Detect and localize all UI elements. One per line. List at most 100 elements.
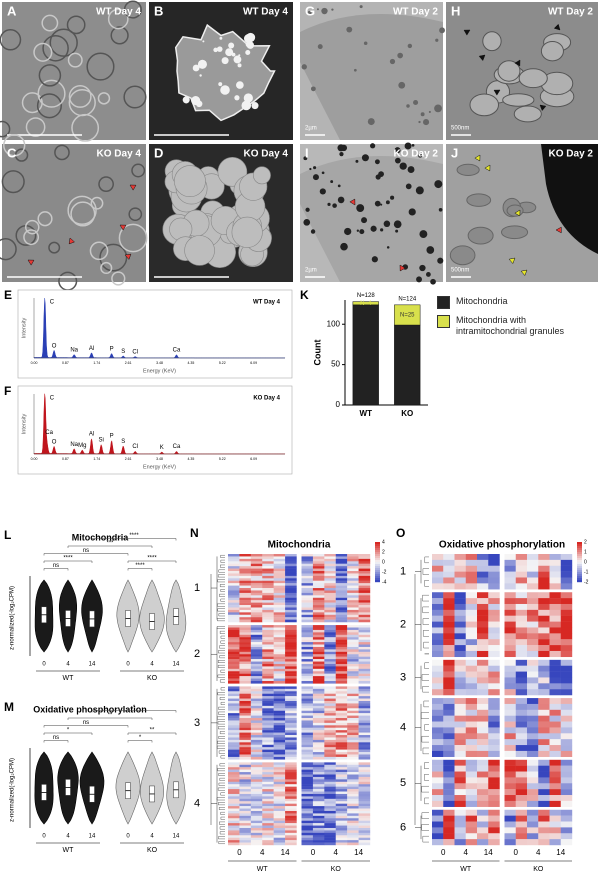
- heatmap-cell: [347, 808, 359, 812]
- heatmap-cell: [488, 571, 500, 578]
- heatmap-cell: [335, 786, 348, 790]
- granule: [407, 43, 413, 49]
- cell-region: [300, 14, 443, 140]
- heatmap-cell: [443, 783, 455, 790]
- heatmap-cell: [335, 642, 348, 645]
- heatmap-cell: [228, 590, 240, 594]
- granule: [420, 112, 425, 117]
- heatmap-cell: [358, 769, 371, 773]
- heatmap-cell: [273, 756, 286, 760]
- heatmap-cell: [301, 764, 314, 768]
- heatmap-cell: [538, 565, 550, 572]
- colorbar-label: 1: [584, 549, 587, 555]
- heatmap-cell: [432, 750, 444, 757]
- heatmap-cell: [488, 598, 500, 605]
- heatmap-cell: [443, 733, 455, 740]
- heatmap-cell: [239, 720, 252, 724]
- heatmap-cell: [312, 789, 325, 792]
- heatmap-cell: [527, 739, 539, 746]
- heatmap-cell: [262, 676, 274, 679]
- colorbar-step: [375, 576, 380, 579]
- heatmap-cell: [358, 627, 371, 631]
- heatmap-cell: [454, 745, 466, 752]
- heatmap-cell: [358, 556, 371, 560]
- heatmap-cell: [301, 813, 314, 817]
- heatmap-cell: [239, 644, 252, 648]
- heatmap-cell: [285, 764, 297, 768]
- heatmap-cell: [477, 821, 489, 828]
- arrow-black: [463, 29, 471, 36]
- granule: [316, 8, 319, 11]
- dendrogram: [219, 821, 225, 825]
- dendrogram: [218, 660, 225, 663]
- heatmap-cell: [228, 568, 240, 572]
- heatmap-cell: [273, 798, 286, 802]
- heatmap-cell: [347, 595, 359, 598]
- heatmap-cell: [347, 749, 359, 753]
- heatmap-cell: [538, 765, 550, 772]
- heatmap-cell: [560, 659, 573, 666]
- heatmap-cell: [560, 665, 573, 672]
- heatmap-cell: [301, 563, 314, 567]
- heatmap-cell: [538, 709, 550, 716]
- heatmap-cell: [443, 689, 455, 696]
- group-label: 0: [42, 834, 46, 840]
- stat-label: ****: [129, 533, 139, 539]
- heatmap-cell: [432, 615, 444, 622]
- heatmap-cell: [228, 747, 240, 750]
- heatmap-cell: [239, 764, 252, 768]
- dendrogram: [216, 797, 225, 801]
- heatmap-cell: [560, 750, 573, 757]
- stat-label: **: [108, 713, 113, 719]
- heatmap-cell: [538, 821, 550, 828]
- heatmap-cell: [301, 597, 314, 601]
- stat-bracket: [43, 560, 93, 563]
- sphere: [231, 216, 263, 248]
- heatmap-cell: [301, 656, 314, 660]
- heatmap-cell: [312, 673, 325, 677]
- heatmap-cell: [312, 649, 325, 653]
- granule: [307, 10, 312, 15]
- heatmap-cell: [285, 612, 297, 615]
- heatmap-cell: [432, 709, 444, 716]
- heatmap-cell: [250, 696, 263, 699]
- heatmap-cell: [285, 718, 297, 721]
- heatmap-cell: [262, 715, 274, 719]
- heatmap-cell: [335, 705, 348, 709]
- heatmap-cell: [358, 837, 371, 841]
- heatmap-cell: [228, 688, 240, 692]
- heatmap-cell: [504, 689, 516, 696]
- heatmap-cell: [285, 810, 297, 814]
- heatmap-cell: [527, 603, 539, 611]
- cell-outline: [41, 14, 59, 32]
- heatmap-cell: [239, 646, 252, 650]
- heatmap-cell: [228, 810, 240, 814]
- heatmap-cell: [477, 759, 489, 766]
- heatmap-cell: [301, 786, 314, 790]
- heatmap-cell: [549, 603, 561, 611]
- heatmap-cell: [301, 602, 314, 606]
- heatmap-cell: [285, 583, 297, 586]
- heatmap-cell: [228, 823, 240, 826]
- heatmap-cell: [549, 815, 561, 822]
- heatmap-cell: [273, 810, 286, 814]
- heatmap-cell: [443, 703, 455, 711]
- panel-letter: F: [4, 384, 11, 398]
- cell-outline: [100, 261, 113, 275]
- heatmap-cell: [432, 839, 444, 846]
- heatmap-cell: [347, 578, 359, 581]
- heatmap-cell: [228, 735, 240, 738]
- heatmap-cell: [465, 677, 478, 684]
- heatmap-cell: [560, 727, 573, 734]
- heatmap-cell: [250, 556, 263, 560]
- heatmap-cell: [454, 800, 466, 807]
- heatmap-cell: [347, 840, 359, 843]
- micrograph: [2, 144, 146, 282]
- heatmap-cell: [347, 698, 359, 702]
- heatmap-cell: [301, 801, 314, 804]
- legend-item: Mitochondria with intramitochondrial gra…: [437, 315, 597, 337]
- heatmap-cell: [527, 554, 539, 561]
- cell-outline: [25, 117, 46, 137]
- group-label: 0: [126, 662, 130, 668]
- heatmap-cell: [335, 627, 348, 631]
